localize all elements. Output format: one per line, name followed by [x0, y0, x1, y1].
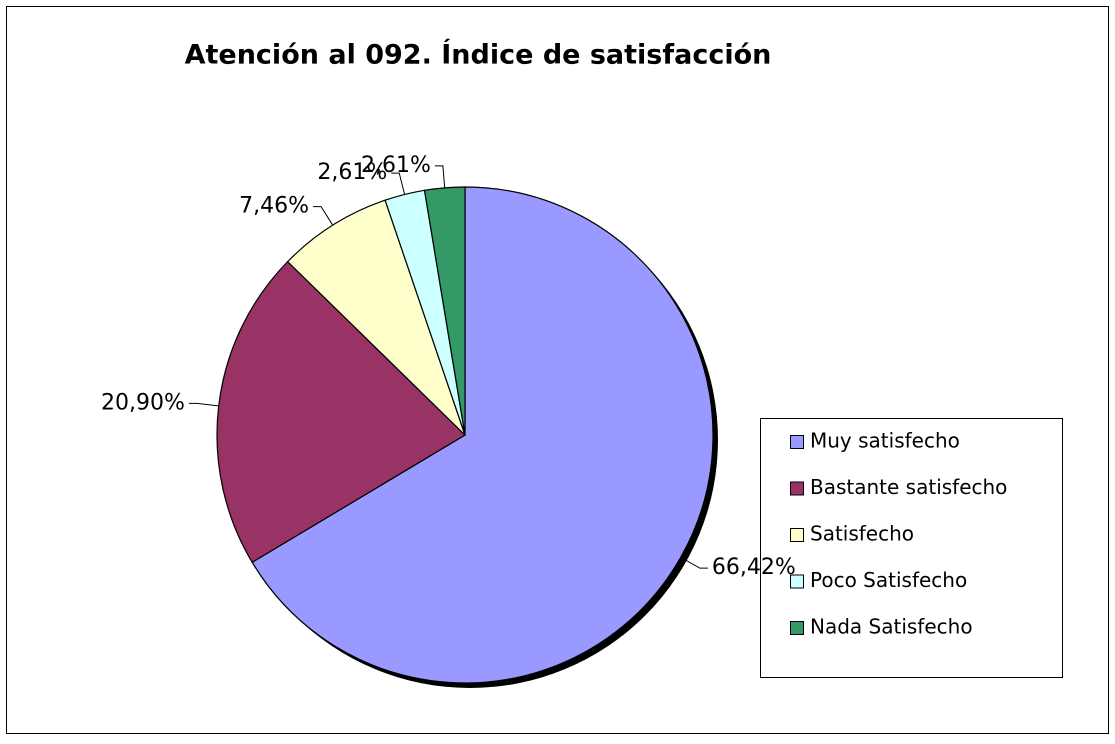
- legend-label: Muy satisfecho: [810, 429, 960, 453]
- legend-label: Nada Satisfecho: [810, 615, 973, 639]
- leader-line: [391, 172, 406, 195]
- leader-line: [313, 206, 334, 226]
- leader-line: [188, 402, 219, 407]
- legend-label: Satisfecho: [810, 522, 914, 546]
- pie-slice: [286, 199, 466, 436]
- pie-slice: [251, 186, 714, 684]
- data-label: 66,42%: [712, 555, 796, 580]
- legend-label: Poco Satisfecho: [810, 568, 967, 592]
- data-label: 20,90%: [101, 390, 185, 415]
- legend-swatch: [790, 621, 804, 635]
- legend-swatch: [790, 574, 804, 589]
- legend-label: Bastante satisfecho: [810, 475, 1007, 499]
- legend-box: [760, 418, 1063, 678]
- data-label: 7,46%: [239, 194, 309, 219]
- data-label: 2,61%: [361, 153, 431, 178]
- legend-swatch: [790, 481, 804, 496]
- leader-line: [680, 556, 708, 569]
- pie-slice: [216, 260, 466, 564]
- legend-swatch: [790, 528, 804, 542]
- chart-title: Atención al 092. Índice de satisfacción: [185, 39, 772, 71]
- data-label: 2,61%: [317, 160, 387, 185]
- legend-swatch: [790, 435, 804, 449]
- leader-line: [434, 165, 446, 188]
